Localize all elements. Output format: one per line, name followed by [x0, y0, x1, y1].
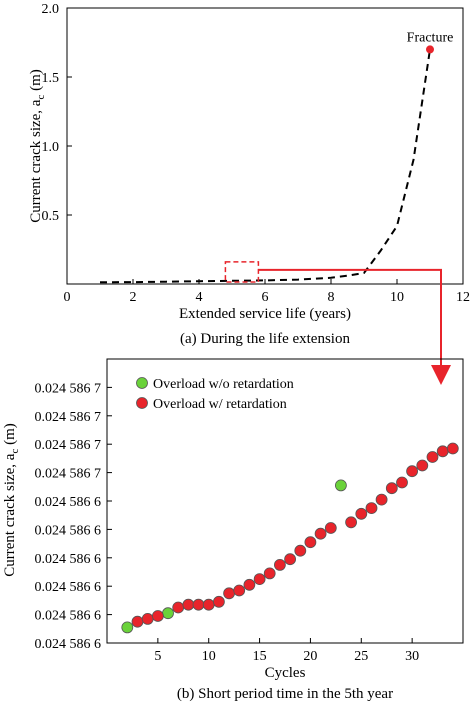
legend-marker-overload-without-retardation — [136, 377, 148, 389]
data-point-overload-with-retardation — [284, 553, 297, 566]
data-point-overload-with-retardation — [223, 587, 236, 600]
chart-a-x-axis-title: Extended service life (years) — [179, 306, 351, 322]
chart-b-legend: Overload w/o retardation Overload w/ ret… — [136, 377, 294, 412]
data-point-overload-with-retardation — [406, 465, 419, 478]
chart-b-y-tick-label: 0.024 586 7 — [35, 438, 102, 453]
data-point-overload-with-retardation — [253, 573, 266, 585]
data-point-overload-without-retardation — [162, 607, 174, 620]
chart-b-y-axis-title: Current crack size, ac (m) — [2, 423, 21, 577]
chart-b-points — [121, 442, 459, 634]
chart-b-y-tick-label: 0.024 586 7 — [35, 410, 102, 425]
data-point-overload-with-retardation — [416, 459, 429, 472]
chart-b-y-tick-label: 0.024 586 6 — [35, 495, 102, 510]
data-point-overload-with-retardation — [314, 527, 327, 540]
chart-b-y-tick-label: 0.024 586 7 — [35, 381, 102, 396]
chart-a-x-tick-label: 0 — [64, 290, 71, 305]
chart-a-y-tick-label: 1.0 — [42, 140, 60, 155]
chart-a-y-tick-label: 1.5 — [42, 71, 60, 86]
chart-a-y-axis-title-sub: c — [35, 95, 47, 100]
chart-b-y-tick-label: 0.024 586 7 — [35, 467, 102, 482]
chart-a-x-tick-label: 12 — [456, 290, 470, 305]
data-point-overload-with-retardation — [345, 516, 358, 529]
data-point-overload-with-retardation — [192, 598, 205, 611]
chart-a-x-tick-label: 8 — [328, 290, 335, 305]
chart-a-x-tick-label: 6 — [262, 290, 269, 305]
chart-a-zoom-box — [224, 261, 260, 283]
chart-b-y-axis-title-unit: (m) — [2, 423, 18, 448]
data-point-overload-with-retardation — [385, 482, 398, 495]
data-point-overload-with-retardation — [172, 601, 185, 614]
chart-b-y-tick-label: 0.024 586 6 — [35, 552, 102, 567]
chart-a-x-tick-label: 10 — [390, 290, 404, 305]
chart-b-x-ticks: 5 10 15 20 25 30 — [154, 638, 419, 664]
chart-b-y-tick-label: 0.024 586 6 — [35, 609, 102, 624]
data-point-overload-with-retardation — [375, 493, 388, 506]
chart-b-x-axis-title: Cycles — [265, 665, 306, 681]
data-point-overload-with-retardation — [294, 544, 307, 557]
chart-b-y-tick-label: 0.024 586 6 — [35, 523, 102, 538]
data-point-overload-without-retardation — [121, 621, 134, 634]
chart-a-y-ticks: 0.5 1.0 1.5 2.0 — [42, 2, 72, 224]
data-point-overload-with-retardation — [233, 584, 246, 597]
data-point-overload-with-retardation — [263, 567, 276, 580]
chart-a: 0 2 4 6 8 10 12 0.5 1.0 1.5 2.0 Fracture Extended… — [28, 2, 470, 385]
chart-a-x-tick-label: 2 — [130, 290, 137, 305]
chart-b-x-tick-label: 10 — [202, 649, 216, 664]
chart-a-y-axis-title: Current crack size, ac (m) — [28, 69, 47, 223]
zoom-callout-arrow — [258, 268, 451, 385]
chart-b: 5 10 15 20 25 30 0.024 586 60.024 586 60.024 … — [2, 358, 464, 702]
chart-b-x-tick-label: 25 — [354, 649, 368, 664]
data-point-overload-with-retardation — [182, 598, 195, 611]
data-point-overload-with-retardation — [426, 451, 439, 463]
chart-a-fracture-point — [426, 45, 434, 54]
data-point-overload-without-retardation — [334, 479, 347, 492]
chart-b-y-axis-title-main: Current crack size, a — [2, 453, 18, 577]
chart-b-x-tick-label: 30 — [405, 649, 419, 664]
data-point-overload-with-retardation — [436, 445, 449, 458]
chart-a-y-tick-label: 0.5 — [42, 209, 60, 224]
legend-label-overload-without-retardation: Overload w/o retardation — [153, 377, 294, 392]
data-point-overload-with-retardation — [273, 559, 286, 571]
data-point-overload-with-retardation — [355, 507, 368, 520]
chart-b-y-tick-label: 0.024 586 6 — [35, 580, 102, 595]
chart-a-crack-growth-line — [99, 49, 431, 284]
chart-b-caption: (b) Short period time in the 5th year — [177, 686, 393, 702]
chart-a-y-axis-title-main: Current crack size, a — [28, 99, 44, 223]
data-point-overload-with-retardation — [212, 595, 225, 608]
data-point-overload-with-retardation — [243, 578, 256, 591]
chart-b-x-tick-label: 15 — [253, 649, 267, 664]
data-point-overload-with-retardation — [365, 502, 378, 515]
chart-b-y-axis-title-sub: c — [9, 449, 21, 454]
chart-a-fracture-label: Fracture — [407, 30, 454, 45]
data-point-overload-with-retardation — [324, 522, 337, 534]
chart-b-y-ticks: 0.024 586 6 0.024 586 6 0.024 586 6 0.024 5… — [35, 381, 112, 652]
chart-b-y-tick-label: 0.024 586 6 — [35, 637, 102, 652]
chart-a-plot-area — [66, 7, 464, 285]
chart-a-y-axis-title-unit: (m) — [28, 69, 44, 94]
legend-marker-overload-with-retardation — [136, 397, 148, 409]
chart-a-y-tick-label: 2.0 — [42, 2, 60, 17]
chart-a-caption: (a) During the life extension — [180, 331, 350, 347]
data-point-overload-with-retardation — [151, 610, 164, 622]
chart-b-x-tick-label: 5 — [154, 649, 161, 664]
data-point-overload-with-retardation — [131, 615, 144, 628]
data-point-overload-with-retardation — [304, 536, 317, 549]
legend-label-overload-with-retardation: Overload w/ retardation — [153, 397, 287, 412]
chart-a-x-ticks: 0 2 4 6 8 10 12 — [64, 279, 470, 305]
data-point-overload-with-retardation — [446, 442, 459, 455]
data-point-overload-with-retardation — [202, 598, 215, 611]
data-point-overload-with-retardation — [396, 476, 408, 489]
chart-b-x-tick-label: 20 — [303, 649, 317, 664]
chart-a-x-tick-label: 4 — [196, 290, 203, 305]
data-point-overload-with-retardation — [141, 613, 154, 625]
